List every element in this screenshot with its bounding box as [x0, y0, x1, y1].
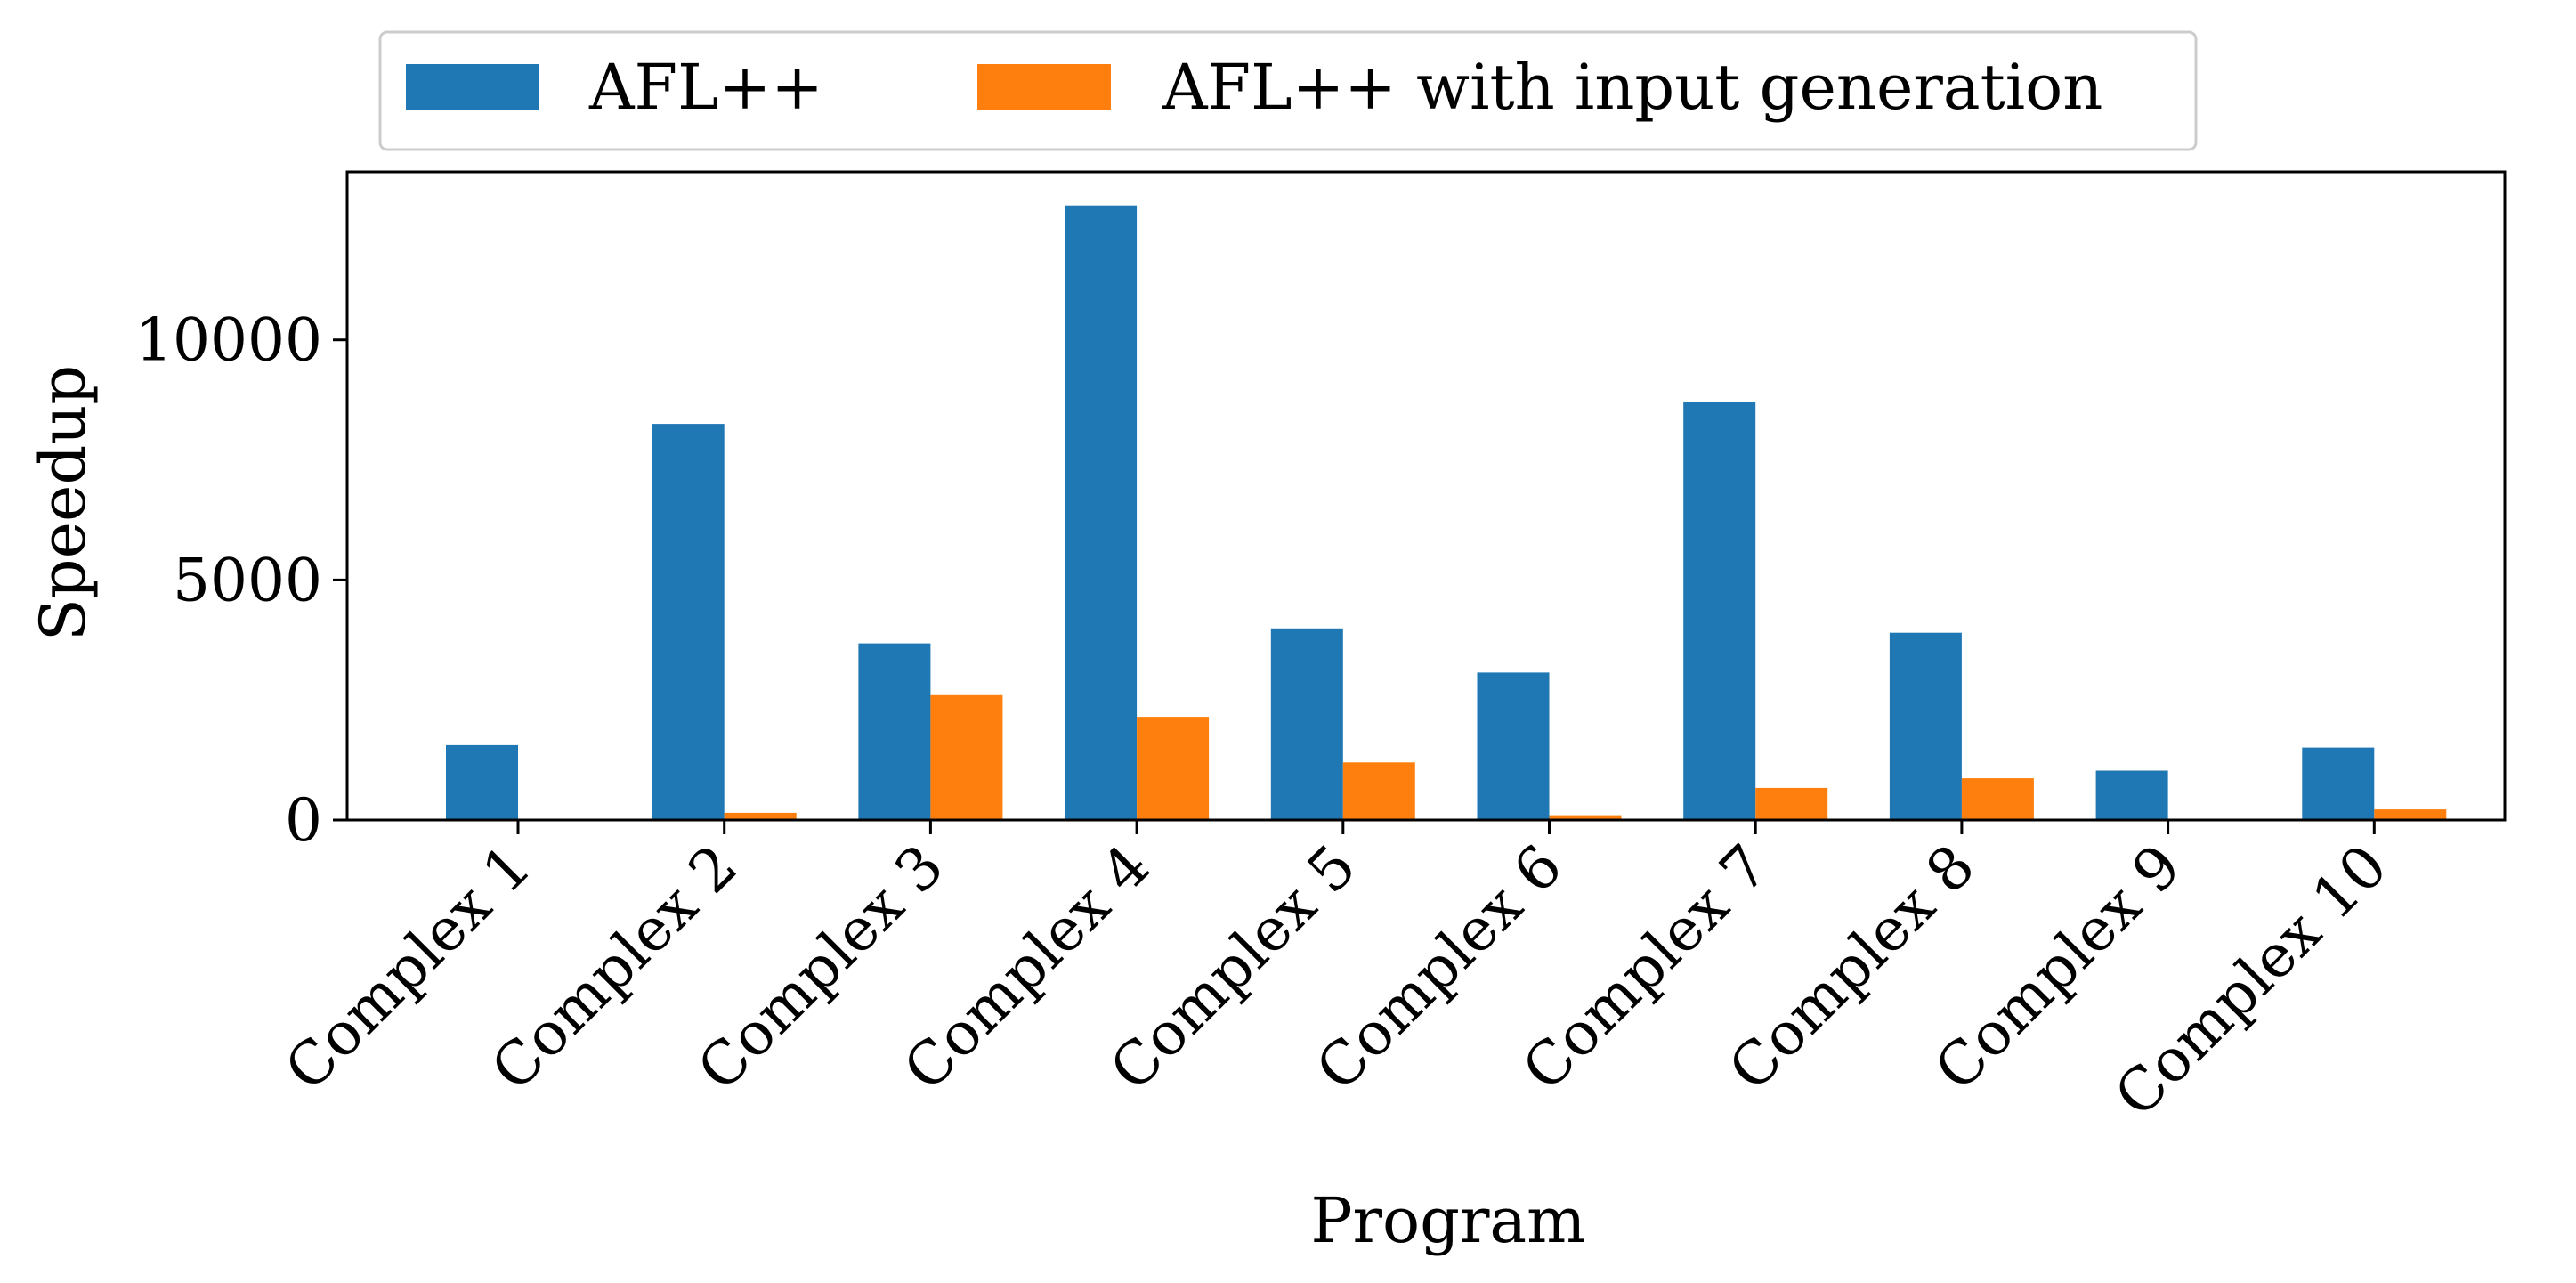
legend-swatch-afl-input-gen	[977, 64, 1111, 110]
legend: AFL++ AFL++ with input generation	[378, 30, 2198, 151]
bar-afl-input-gen-6	[1549, 815, 1622, 820]
bar-afl-input-gen-7	[1755, 787, 1828, 820]
y-axis-label: Speedup	[27, 365, 100, 641]
bar-afl-3	[858, 643, 931, 820]
plot-frame	[345, 170, 2507, 822]
bar-afl-input-gen-5	[1342, 762, 1415, 820]
legend-label-afl: AFL++	[588, 51, 823, 124]
bar-afl-4	[1065, 205, 1138, 820]
legend-swatch-afl	[406, 64, 539, 110]
bar-afl-5	[1270, 628, 1343, 820]
bar-afl-input-gen-3	[930, 694, 1003, 820]
y-tick-label: 0	[285, 786, 322, 855]
bar-afl-7	[1683, 402, 1756, 820]
y-tick-label: 5000	[173, 546, 322, 614]
legend-label-afl-input-gen: AFL++ with input generation	[1162, 51, 2102, 124]
bar-afl-input-gen-4	[1137, 717, 1210, 820]
bar-afl-input-gen-8	[1961, 778, 2034, 820]
bar-afl-6	[1477, 672, 1550, 820]
bars-group	[446, 205, 2447, 820]
bar-afl-input-gen-10	[2374, 809, 2447, 820]
bar-afl-9	[2095, 770, 2168, 820]
y-tick-label: 10000	[135, 306, 322, 375]
bar-afl-8	[1889, 632, 1962, 820]
bar-afl-2	[652, 424, 725, 820]
y-axis-ticks: 0 5000 10000	[135, 306, 347, 855]
legend-frame	[378, 30, 2198, 151]
bar-afl-input-gen-2	[724, 812, 797, 820]
x-axis-label: Program	[1310, 1184, 1585, 1257]
bar-afl-10	[2302, 747, 2375, 820]
bar-afl-1	[446, 744, 518, 820]
